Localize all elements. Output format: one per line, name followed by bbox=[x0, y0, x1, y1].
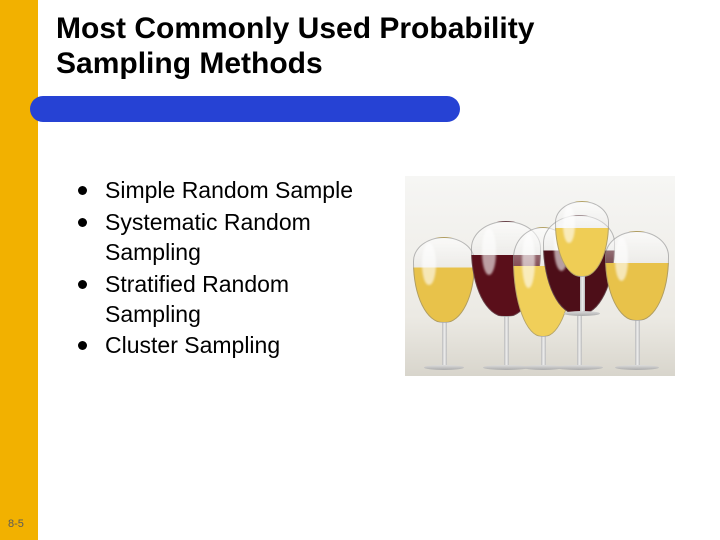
list-item-text: Cluster Sampling bbox=[105, 331, 280, 361]
bullet-icon bbox=[78, 186, 87, 195]
list-item-text: Simple Random Sample bbox=[105, 176, 353, 206]
list-item-text: Systematic Random Sampling bbox=[105, 208, 388, 268]
bullet-icon bbox=[78, 280, 87, 289]
wine-glass-icon bbox=[555, 201, 609, 316]
list-item: Stratified Random Sampling bbox=[78, 270, 388, 330]
bullet-icon bbox=[78, 218, 87, 227]
bullet-icon bbox=[78, 341, 87, 350]
slide-title: Most Commonly Used Probability Sampling … bbox=[56, 12, 676, 81]
list-item: Cluster Sampling bbox=[78, 331, 388, 361]
title-underline-bar bbox=[30, 96, 460, 122]
wine-glass-icon bbox=[413, 237, 475, 370]
wine-glasses-illustration bbox=[405, 176, 675, 376]
bullet-list: Simple Random Sample Systematic Random S… bbox=[78, 176, 388, 363]
wine-glass-icon bbox=[605, 231, 669, 370]
list-item: Systematic Random Sampling bbox=[78, 208, 388, 268]
list-item: Simple Random Sample bbox=[78, 176, 388, 206]
list-item-text: Stratified Random Sampling bbox=[105, 270, 388, 330]
gold-sidebar bbox=[0, 0, 38, 540]
slide-number: 8-5 bbox=[8, 518, 24, 530]
